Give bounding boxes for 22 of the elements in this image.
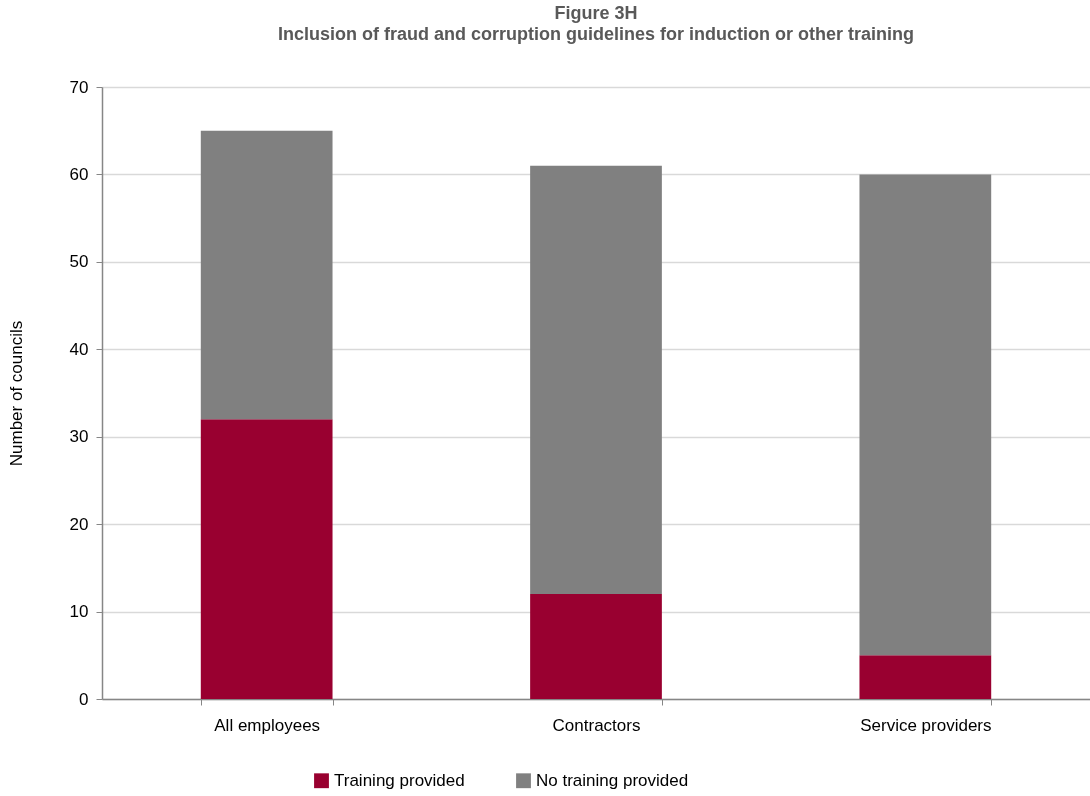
legend-label: Training provided [334,770,465,790]
y-tick-label: 40 [69,339,89,359]
x-tick-label: Contractors [552,715,641,735]
bar [859,655,992,699]
x-tick-label: Service providers [860,715,992,735]
y-tick-label: 60 [69,164,89,184]
y-tick-label: 30 [69,427,89,447]
bar [530,594,662,699]
y-tick-label: 70 [69,77,89,97]
bar [859,174,992,656]
y-tick-label: 0 [79,689,89,709]
x-tick-label: All employees [214,715,321,735]
y-axis-title: Number of councils [6,320,26,467]
y-tick-label: 50 [69,252,89,272]
y-tick-label: 10 [69,602,89,622]
bar [530,165,662,595]
bar [200,419,333,699]
legend-label: No training provided [536,770,689,790]
chart-subtitle: Inclusion of fraud and corruption guidelines for induction or other training [278,24,914,44]
chart-title: Figure 3H [554,3,638,23]
bar [200,130,333,420]
y-tick-label: 20 [69,514,89,534]
